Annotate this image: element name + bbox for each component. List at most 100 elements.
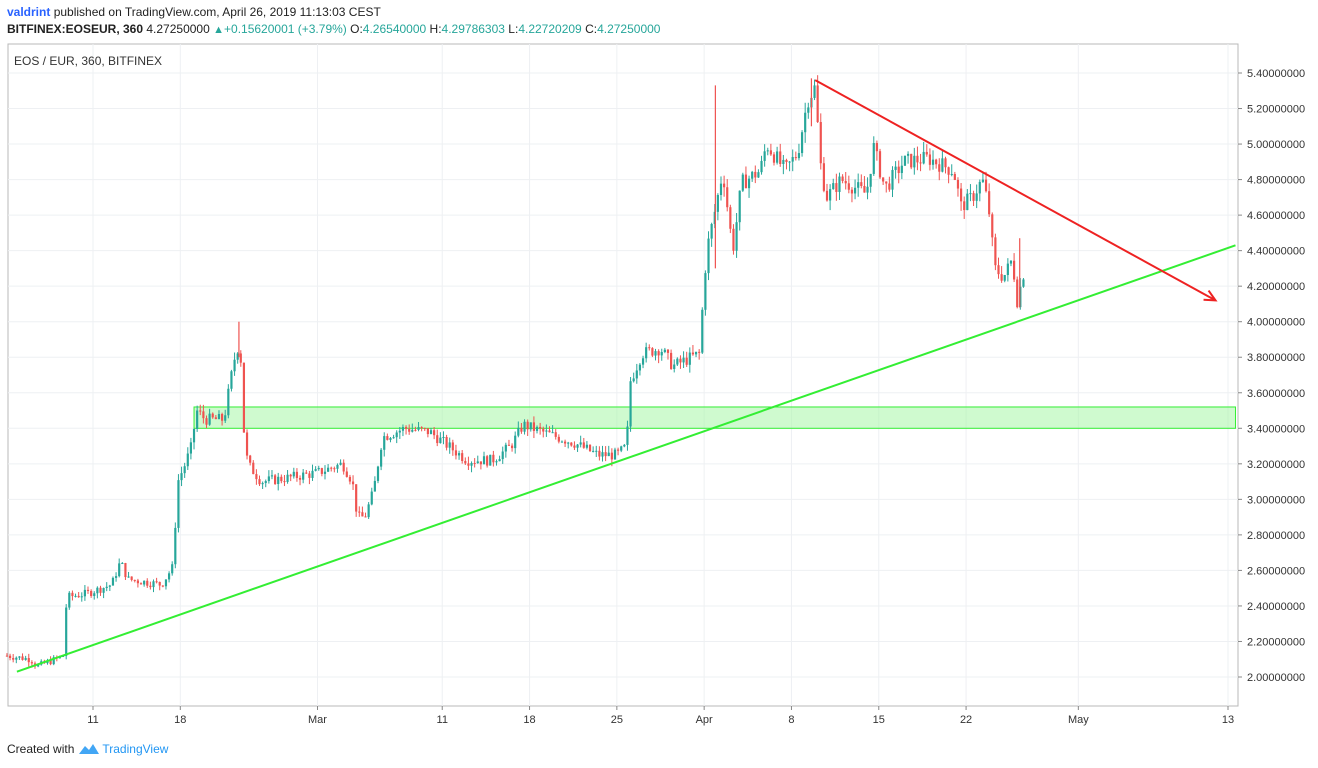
candle-body xyxy=(249,455,252,463)
candle-body xyxy=(411,429,414,432)
y-tick-label: 3.40000000 xyxy=(1247,423,1305,435)
candle-body xyxy=(623,444,626,447)
candle-body xyxy=(994,237,997,266)
candle-body xyxy=(975,193,978,201)
candle-body xyxy=(847,183,850,190)
candle-body xyxy=(535,426,539,431)
candle-body xyxy=(208,413,211,425)
candle-body xyxy=(37,664,40,667)
candle-body xyxy=(829,189,832,201)
candle-body xyxy=(111,577,115,586)
candle-body xyxy=(457,453,461,456)
y-tick-label: 2.80000000 xyxy=(1247,530,1305,542)
candle-body xyxy=(280,476,283,482)
candle-body xyxy=(417,427,420,430)
plot-area[interactable] xyxy=(7,43,1239,707)
candle-body xyxy=(230,371,233,389)
candle-body xyxy=(903,155,907,166)
candle-body xyxy=(844,180,847,184)
candle-body xyxy=(467,463,470,466)
candle-body xyxy=(102,588,105,593)
candle-body xyxy=(875,143,878,152)
candle-body xyxy=(517,427,520,436)
candle-body xyxy=(308,473,311,478)
candle-body xyxy=(152,581,155,588)
candle-body xyxy=(788,161,791,163)
candle-body xyxy=(433,430,436,436)
x-tick-label: 13 xyxy=(1222,714,1234,726)
x-tick-label: Apr xyxy=(696,714,713,726)
candle-body xyxy=(757,172,760,178)
candle-body xyxy=(311,470,314,478)
candle-body xyxy=(835,183,838,192)
candle-body xyxy=(180,473,183,481)
candle-body xyxy=(404,427,408,429)
candle-body xyxy=(258,479,261,485)
candle-body xyxy=(339,462,342,465)
candle-body xyxy=(785,159,788,163)
candle-body xyxy=(408,428,411,432)
candle-body xyxy=(679,358,682,363)
candle-body xyxy=(878,151,882,178)
candle-body xyxy=(648,347,651,349)
candle-body xyxy=(794,157,797,159)
candle-body xyxy=(900,165,903,174)
candle-body xyxy=(189,442,193,454)
candle-body xyxy=(470,463,473,466)
close-value: 4.27250000 xyxy=(597,22,661,36)
candle-body xyxy=(510,445,514,449)
candle-body xyxy=(351,481,355,485)
candle-body xyxy=(283,481,286,483)
candle-body xyxy=(860,182,863,187)
candle-body xyxy=(286,474,289,482)
candle-body xyxy=(90,590,93,596)
candle-body xyxy=(941,158,944,172)
candle-body xyxy=(897,166,900,174)
candle-body xyxy=(963,201,966,211)
candle-body xyxy=(261,483,264,485)
candle-body xyxy=(155,581,158,583)
author-name[interactable]: valdrint xyxy=(7,5,51,19)
candle-body xyxy=(1013,260,1016,280)
candle-body xyxy=(192,428,196,443)
candle-body xyxy=(673,364,676,369)
candle-body xyxy=(772,154,776,163)
candle-body xyxy=(947,167,950,175)
candle-body xyxy=(211,413,214,418)
candle-body xyxy=(8,655,12,658)
candle-body xyxy=(504,444,507,452)
candle-body xyxy=(367,504,370,518)
candle-body xyxy=(557,436,560,442)
candle-body xyxy=(448,442,451,448)
candle-body xyxy=(476,461,479,464)
y-tick-label: 4.00000000 xyxy=(1247,317,1305,329)
candle-body xyxy=(196,410,199,429)
candle-body xyxy=(255,474,258,480)
candle-body xyxy=(77,595,80,598)
time-axis[interactable]: 11 18 Mar 11 18 25 Apr 8 15 22 May 13 xyxy=(87,706,1234,726)
candle-body xyxy=(654,351,657,356)
support-zone xyxy=(193,406,1236,429)
candle-body xyxy=(227,388,230,416)
tradingview-brand[interactable]: TradingView xyxy=(102,742,169,756)
candle-body xyxy=(523,421,526,432)
candle-body xyxy=(766,150,769,152)
candle-body xyxy=(105,586,108,589)
candle-body xyxy=(489,454,492,466)
candle-body xyxy=(199,410,202,412)
candle-body xyxy=(205,418,208,425)
candle-body xyxy=(760,160,763,173)
candle-body xyxy=(592,450,595,452)
candle-body xyxy=(791,157,794,162)
price-axis[interactable]: 2.00000000 2.20000000 2.40000000 2.60000000… xyxy=(1238,68,1305,684)
candle-body xyxy=(114,576,118,578)
low-label: L: xyxy=(508,22,519,36)
candle-body xyxy=(691,352,695,355)
candle-body xyxy=(380,449,383,467)
candle-body xyxy=(825,190,829,201)
candle-body xyxy=(68,592,71,608)
candle-body xyxy=(401,427,405,431)
candle-body xyxy=(620,446,623,451)
candle-body xyxy=(355,484,358,512)
